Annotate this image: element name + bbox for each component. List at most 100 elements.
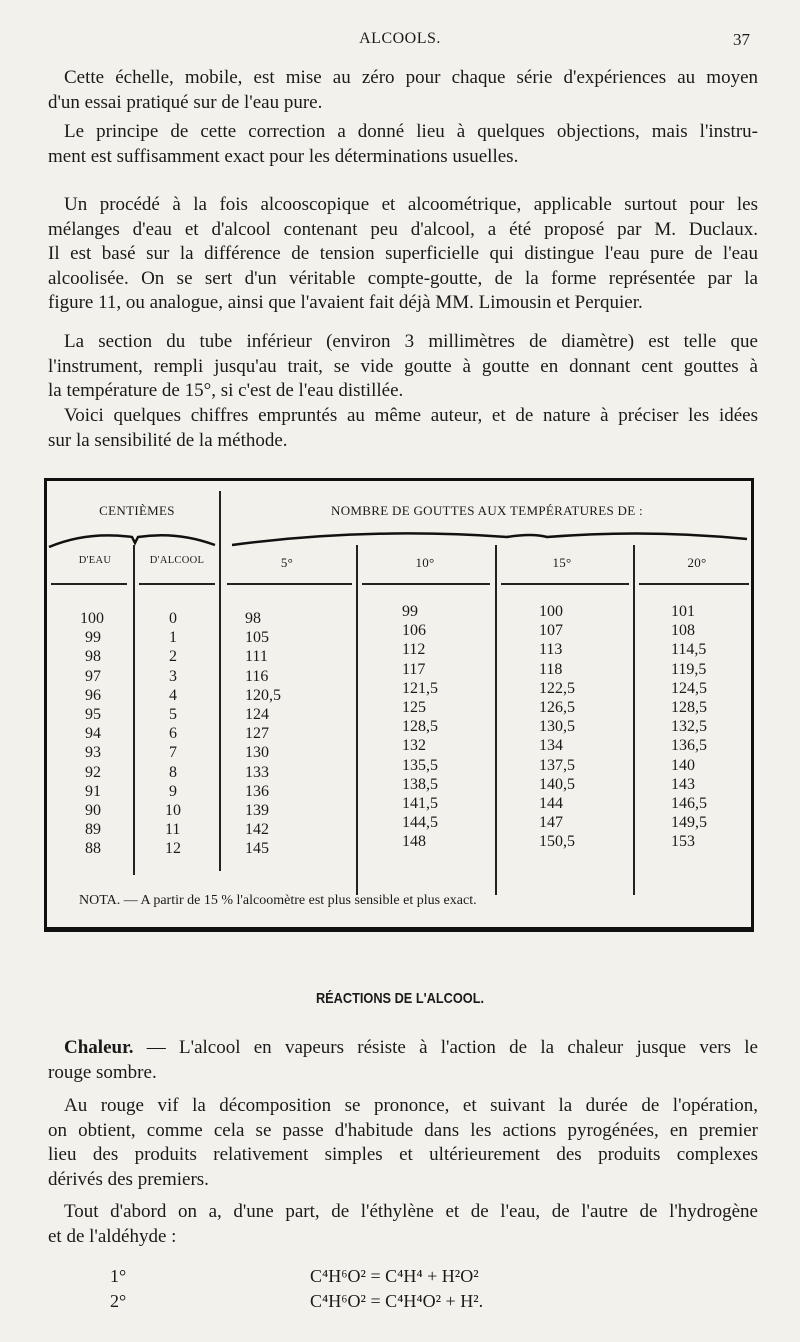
page-number: 37 — [733, 30, 750, 49]
running-title: ALCOOLS. — [359, 30, 441, 47]
table-cell: 94 — [85, 725, 101, 743]
header-centiemes: CENTIÈMES — [99, 503, 175, 518]
text-line: alcoolisée. On se sert d'un véritable co… — [48, 267, 758, 289]
text-line: Voici quelques chiffres empruntés au mêm… — [64, 405, 758, 426]
table-cell: 135,5 — [402, 756, 438, 774]
table-cell: 98 — [245, 610, 261, 627]
table-cell: 106 — [402, 622, 426, 640]
table-cell: 4 — [169, 686, 177, 704]
table-cell: 100 — [80, 610, 104, 627]
table-cell: 92 — [85, 763, 101, 781]
table-cell: 8 — [169, 763, 177, 781]
table-cell: 6 — [169, 725, 177, 743]
table-cell: 90 — [85, 802, 101, 819]
paragraph: Chaleur. — L'alcool en vapeurs résiste à… — [48, 1036, 758, 1085]
text-line: Un procédé à la fois alcooscopique et al… — [64, 194, 758, 215]
table-cell: 12 — [165, 840, 181, 858]
table-cell: 2 — [169, 648, 177, 666]
table-cell: 1 — [169, 629, 177, 647]
table-cell: 99 — [402, 603, 418, 620]
table-cell: 121,5 — [402, 679, 438, 697]
table-cell: 136,5 — [671, 737, 707, 755]
table-cell: 100 — [539, 603, 563, 620]
header-rule — [51, 583, 127, 585]
table-cell: 132 — [402, 737, 426, 755]
table-cell: 96 — [85, 686, 101, 704]
paragraph: Le principe de cette correction a donné … — [48, 120, 758, 169]
table-cell: 132,5 — [671, 718, 707, 736]
table-cell: 0 — [169, 610, 177, 627]
table-cell: 145 — [245, 840, 269, 858]
text-line: lieu des produits relativement simples e… — [48, 1144, 758, 1165]
data-table: CENTIÈMES NOMBRE DE GOUTTES AUX TEMPÉRAT… — [44, 478, 754, 932]
text-line: Chaleur. — L'alcool en vapeurs résiste à… — [48, 1036, 758, 1061]
formula-number: 2° — [110, 1291, 127, 1311]
table-cell: 117 — [402, 660, 426, 678]
table-cell: 111 — [245, 648, 268, 666]
chemical-equation: C⁴H⁶O² = C⁴H⁴ + H²O² — [310, 1266, 479, 1286]
table-cell: 139 — [245, 802, 269, 819]
table-cell: 128,5 — [671, 699, 707, 716]
table-cell: 148 — [402, 833, 426, 851]
table-cell: 5 — [169, 706, 177, 723]
text-line: d'un essai pratiqué sur de l'eau pure. — [48, 91, 323, 113]
text-line: rouge sombre. — [48, 1061, 157, 1083]
table-cell: 105 — [245, 629, 269, 647]
section-heading: RÉACTIONS DE L'ALCOOL. — [315, 990, 485, 1007]
table-cell: 138,5 — [402, 775, 438, 793]
table-cell: 116 — [245, 667, 269, 685]
header-rule — [639, 583, 749, 585]
column-header: 20° — [687, 555, 707, 570]
run-in-heading: Chaleur. — [64, 1037, 134, 1058]
table-cell: 99 — [85, 629, 101, 647]
table-cell: 118 — [539, 660, 563, 678]
table-cell: 101 — [671, 603, 695, 620]
table-cell: 114,5 — [671, 641, 707, 659]
table-cell: 120,5 — [245, 686, 281, 704]
header-gouttes: NOMBRE DE GOUTTES AUX TEMPÉRATURES DE : — [331, 503, 643, 518]
header-rule — [501, 583, 629, 585]
header-rule — [362, 583, 490, 585]
column-divider — [356, 545, 358, 895]
text-line: Au rouge vif la décomposition se prononc… — [64, 1095, 758, 1116]
table-cell: 136 — [245, 782, 269, 800]
paragraph: Voici quelques chiffres empruntés au mêm… — [48, 404, 758, 453]
table-cell: 133 — [245, 763, 269, 781]
text-line: Le principe de cette correction a donné … — [64, 121, 758, 142]
text-line: Tout d'abord on a, d'une part, de l'éthy… — [64, 1201, 758, 1222]
table-cell: 137,5 — [539, 756, 575, 774]
text-line: La section du tube inférieur (environ 3 … — [64, 331, 758, 352]
paragraph: Au rouge vif la décomposition se prononc… — [48, 1094, 758, 1192]
text-line: et de l'aldéhyde : — [48, 1225, 177, 1247]
table-cell: 107 — [539, 622, 563, 640]
column-divider — [133, 545, 135, 875]
table-cell: 98 — [85, 648, 101, 666]
paragraph: Un procédé à la fois alcooscopique et al… — [48, 193, 758, 316]
column-header: D'ALCOOL — [149, 555, 205, 566]
table-cell: 149,5 — [671, 814, 707, 832]
column-header: 10° — [415, 555, 435, 570]
text-line: sur la sensibilité de la méthode. — [48, 429, 288, 451]
table-cell: 127 — [245, 725, 269, 743]
text: — L'alcool en vapeurs résiste à l'action… — [133, 1037, 758, 1058]
table-cell: 97 — [85, 667, 101, 685]
table-cell: 11 — [165, 821, 181, 839]
paragraph: La section du tube inférieur (environ 3 … — [48, 330, 758, 404]
table-cell: 124,5 — [671, 679, 707, 697]
table-cell: 147 — [539, 814, 563, 832]
brace-divider — [48, 532, 748, 549]
chemical-equation: C⁴H⁶O² = C⁴H⁴O² + H². — [310, 1291, 484, 1311]
column-header: D'EAU — [78, 555, 112, 566]
table-cell: 150,5 — [539, 833, 575, 851]
table-cell: 125 — [402, 699, 426, 716]
table-cell: 112 — [402, 641, 426, 659]
table-cell: 122,5 — [539, 679, 575, 697]
table-cell: 88 — [85, 840, 101, 858]
text-line: ment est suffisamment exact pour les dét… — [48, 145, 519, 167]
table-cell: 95 — [85, 706, 101, 723]
table-cell: 140,5 — [539, 775, 575, 793]
text-line: Il est basé sur la différence de tension… — [48, 243, 758, 264]
column-divider — [219, 491, 221, 871]
paragraph: Cette échelle, mobile, est mise au zéro … — [48, 66, 758, 115]
table-cell: 141,5 — [402, 795, 438, 812]
